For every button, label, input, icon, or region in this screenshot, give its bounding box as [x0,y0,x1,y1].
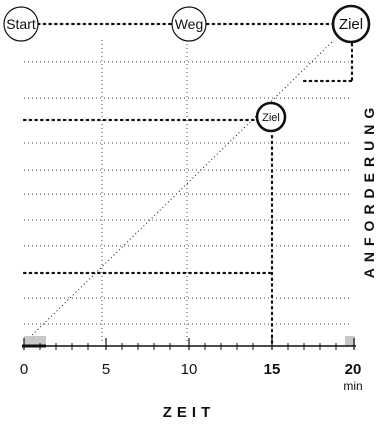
diagonal-progress-line [23,39,335,344]
x-axis-ticks [23,338,355,350]
x-tick-10: 10 [181,361,198,378]
y-axis-label: ANFORDERUNG [361,102,377,278]
x-tick-20: 20 [345,361,362,378]
ziel-mid-node: Ziel [255,101,287,133]
ziel-top-node: Ziel [331,4,371,44]
x-tick-0: 0 [20,361,28,378]
x-tick-5: 5 [102,361,110,378]
horizontal-grid-lines [24,61,352,325]
start-label: Start [6,16,36,32]
ziel-top-label: Ziel [339,16,363,33]
ziel-mid-label: Ziel [262,112,280,124]
weg-label: Weg [175,16,204,32]
x-tick-15: 15 [264,361,281,378]
start-node: Start [3,6,39,42]
x-axis-label: ZEIT [163,404,216,421]
x-axis-unit: min [343,379,362,393]
start-highlight [24,336,46,346]
end-highlight [345,336,355,346]
weg-node: Weg [171,6,207,42]
